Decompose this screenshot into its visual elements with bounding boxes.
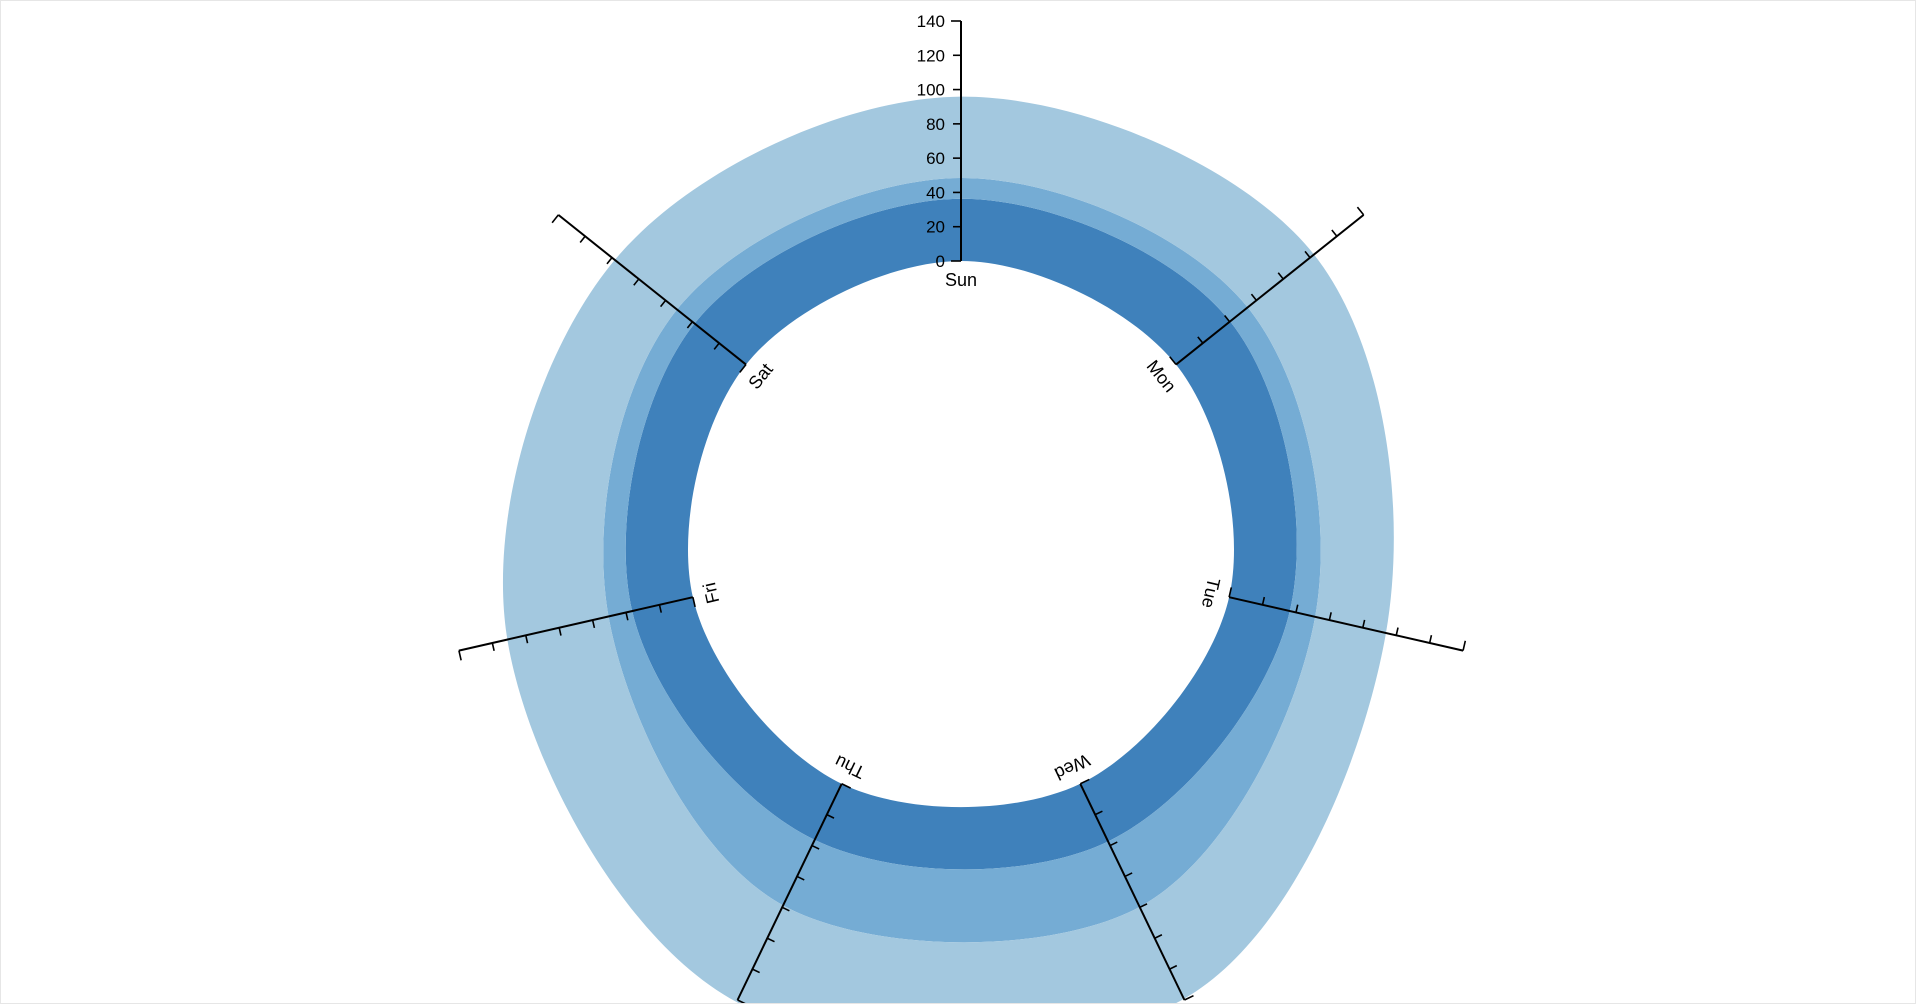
axis-tick	[811, 844, 820, 850]
tick-label: 140	[917, 12, 945, 31]
axis-tick	[551, 214, 559, 224]
axis-tick	[766, 937, 775, 943]
axis-tick	[1304, 250, 1311, 259]
axis-tick	[458, 650, 462, 661]
tick-label: 20	[926, 218, 945, 237]
series-layers	[502, 96, 1394, 1003]
axis-tick	[686, 321, 694, 329]
axis-tick	[1079, 778, 1090, 785]
tick-label: 40	[926, 183, 945, 202]
axis-tick	[625, 612, 629, 621]
axis-tick	[1139, 903, 1148, 909]
category-label-fri: Fri	[699, 581, 723, 606]
axis-line	[458, 596, 694, 652]
axis-tick	[1109, 841, 1118, 847]
axis-tick	[633, 278, 640, 286]
category-label-thu: Thu	[831, 751, 868, 782]
axis-tick	[826, 813, 835, 819]
axis-tick	[1356, 206, 1365, 216]
axis-tick	[713, 342, 720, 350]
axis-tick	[1094, 810, 1103, 816]
axis-tick	[579, 235, 586, 244]
axis-tick	[1154, 934, 1163, 939]
axis-tick	[659, 299, 667, 308]
axis-tick	[1328, 612, 1332, 621]
axis-tick	[1331, 229, 1338, 237]
axis-tick	[1428, 634, 1433, 644]
category-label-tue: Tue	[1198, 576, 1224, 610]
category-label-wed: Wed	[1051, 750, 1093, 784]
axis-wed	[1079, 778, 1194, 1001]
axis-tick	[796, 875, 805, 881]
tick-label: 120	[917, 46, 945, 65]
axis-tick	[1395, 627, 1399, 636]
tick-label: 80	[926, 115, 945, 134]
axis-sun: 0 20 40 60 80 100 120 140	[917, 12, 962, 271]
axis-tick	[1224, 315, 1231, 323]
axis-tick	[1362, 619, 1366, 628]
axis-line	[1175, 214, 1365, 366]
axis-tick	[841, 783, 852, 789]
axis-tick	[1228, 587, 1233, 598]
axis-tick	[1250, 293, 1258, 301]
tick-label: 60	[926, 149, 945, 168]
axis-tick	[1261, 596, 1266, 606]
axis-tick	[737, 999, 746, 1003]
axis-tick	[692, 597, 696, 608]
category-axes: 0 20 40 60 80 100 120 140	[458, 12, 1467, 1003]
axis-tue	[1228, 587, 1467, 652]
series-1-area	[625, 198, 1297, 870]
axis-tick	[739, 364, 747, 373]
axis-line	[557, 214, 747, 366]
category-label-sat: Sat	[744, 359, 776, 393]
axis-tick	[1169, 964, 1178, 970]
axis-tick	[752, 968, 760, 974]
category-label-sun: Sun	[945, 270, 977, 290]
axis-tick	[1124, 872, 1133, 878]
axis-tick	[1295, 604, 1299, 613]
tick-label: 0	[936, 252, 945, 271]
tick-label: 100	[917, 81, 945, 100]
axis-tick	[658, 604, 663, 613]
axis-tick	[1462, 640, 1467, 651]
axis-tick	[606, 257, 613, 265]
axis-tick	[1277, 272, 1284, 280]
axis-sat	[551, 214, 747, 373]
axis-tick	[524, 635, 529, 644]
axis-line	[736, 783, 843, 1001]
axis-fri	[458, 596, 696, 661]
axis-tick	[558, 627, 562, 636]
axis-tick	[781, 906, 790, 912]
axis-tick	[1169, 356, 1177, 366]
axis-mon	[1169, 206, 1365, 366]
axis-tick	[591, 619, 596, 629]
axis-tick	[491, 642, 495, 651]
axis-line	[1228, 596, 1464, 652]
axis-line	[1079, 783, 1186, 1001]
axis-tick	[1184, 994, 1194, 1001]
axis-tick	[1197, 336, 1204, 344]
axis-thu	[736, 783, 852, 1003]
